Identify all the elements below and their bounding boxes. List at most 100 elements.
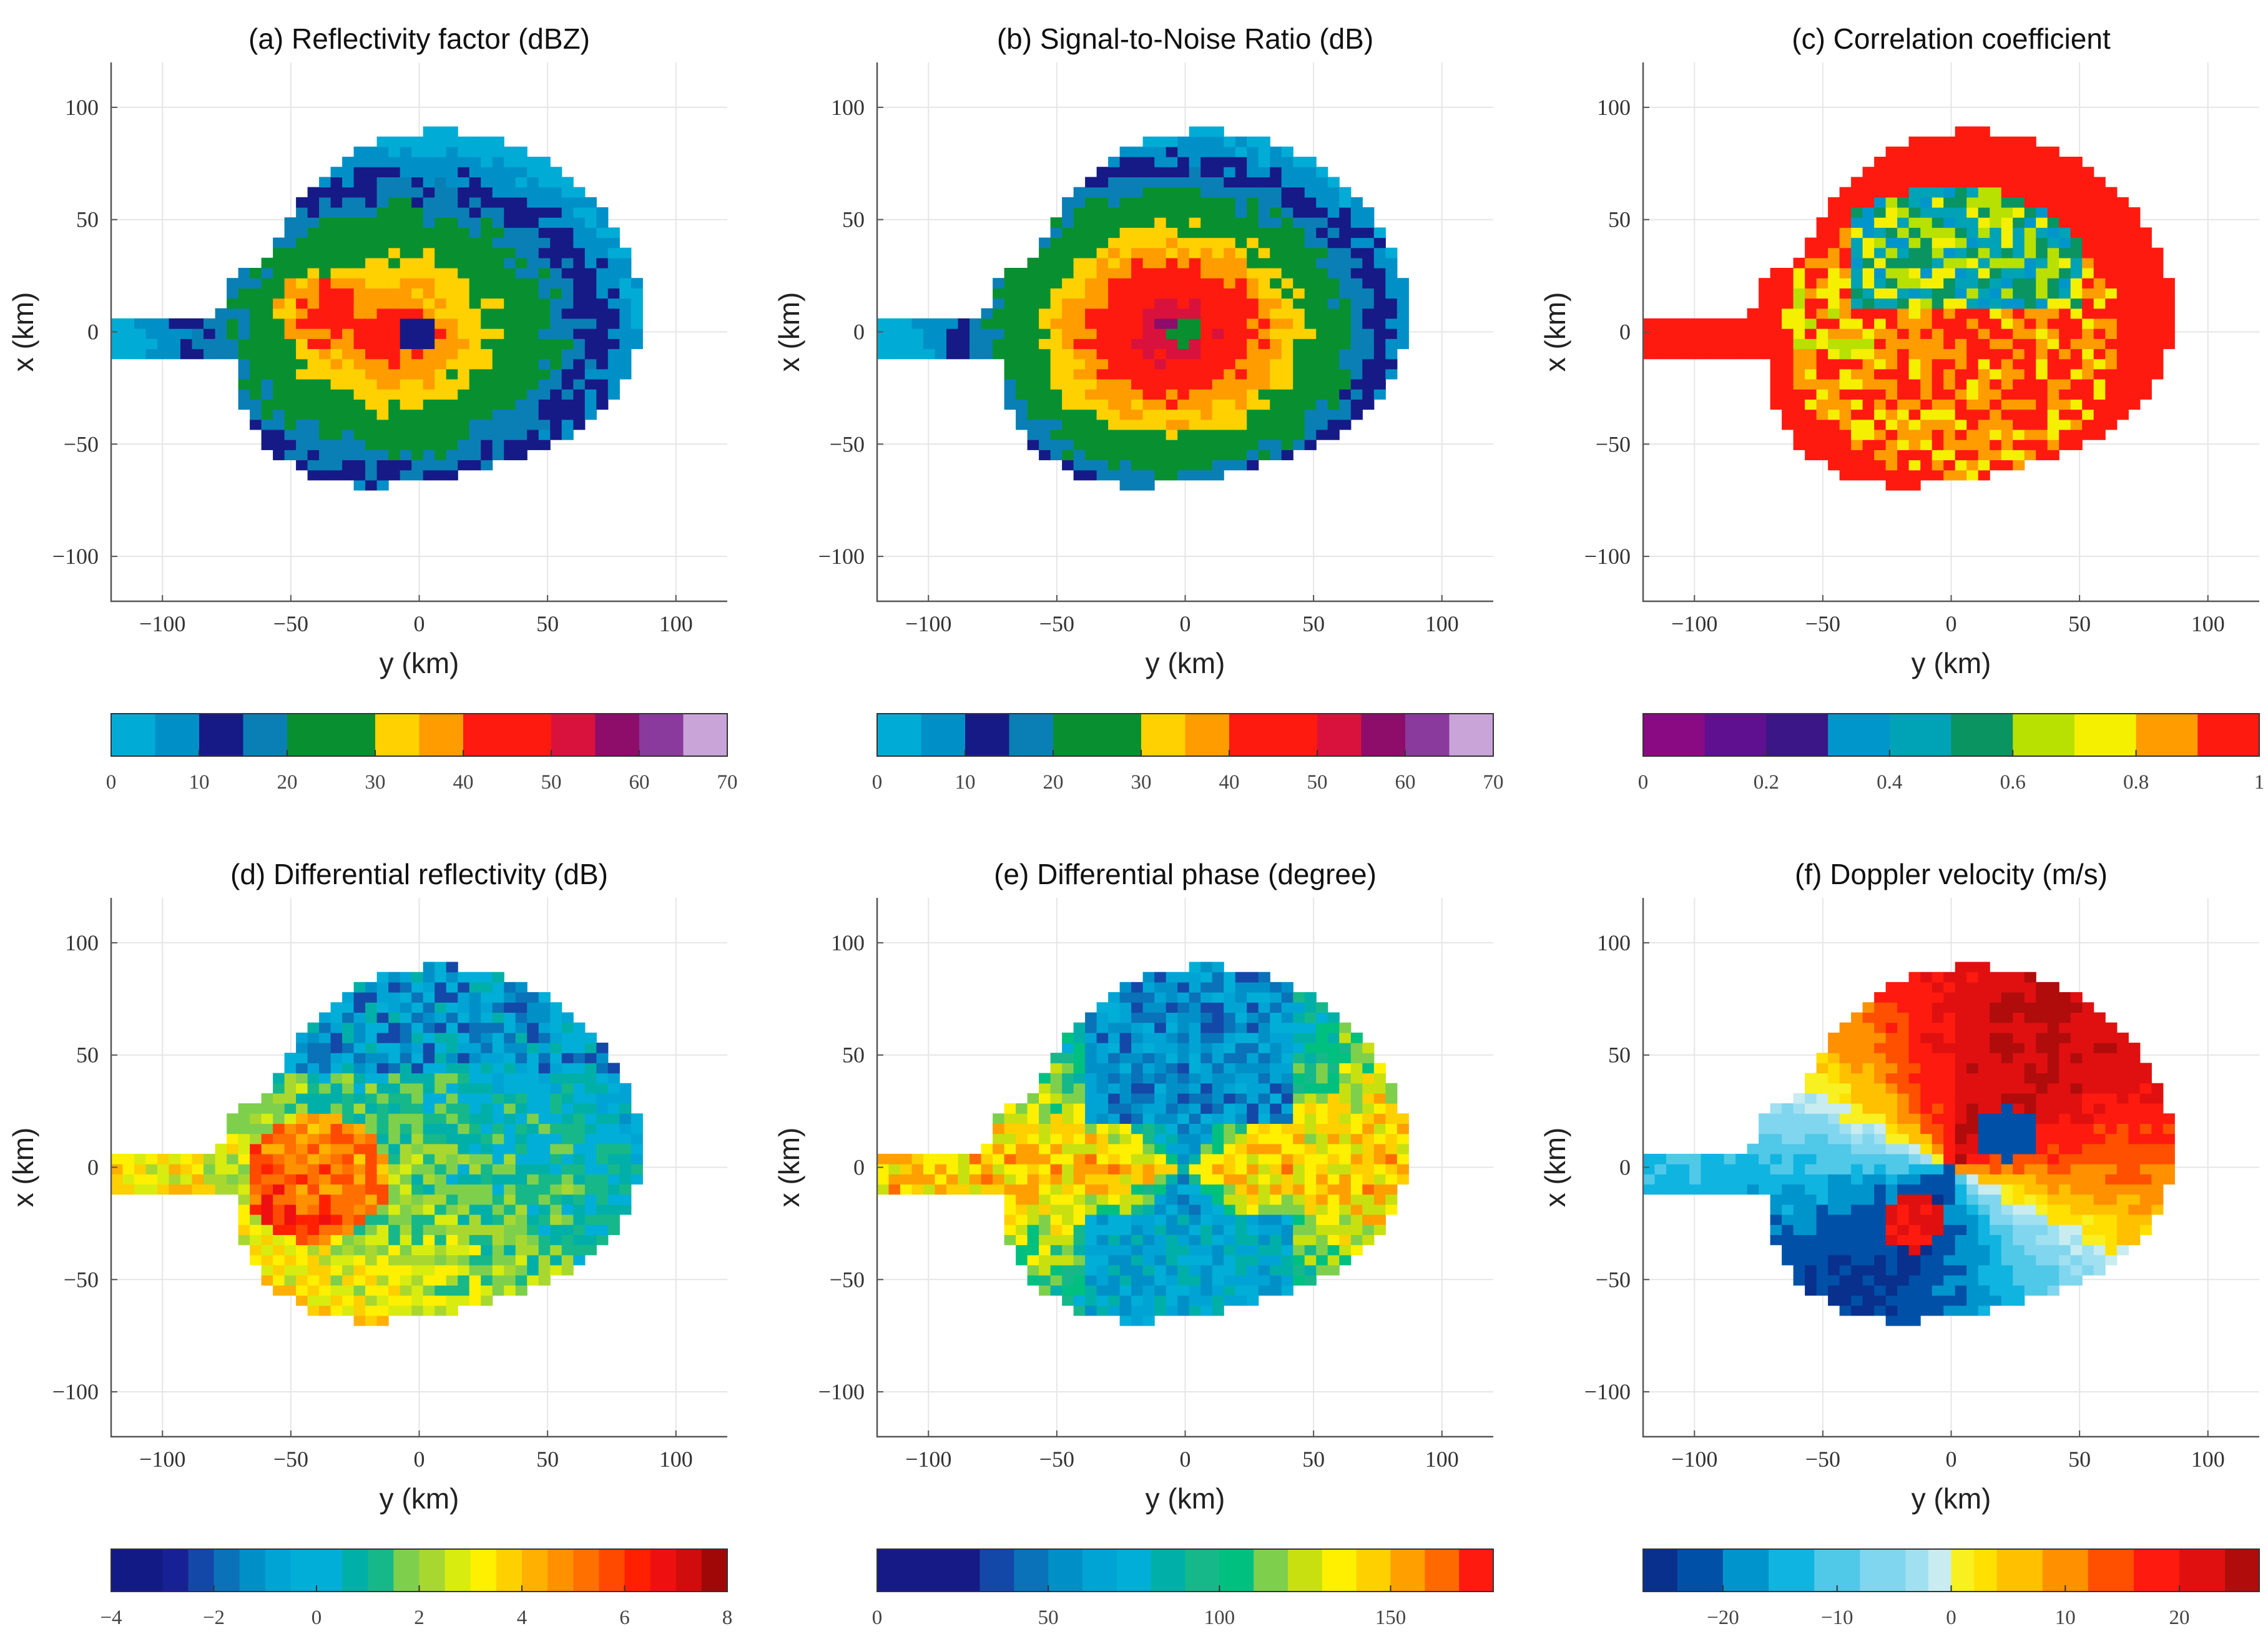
- heatmap-cell: [493, 157, 504, 167]
- heatmap-cell: [469, 318, 481, 329]
- heatmap-cell: [377, 278, 389, 288]
- heatmap-cell: [1259, 207, 1270, 218]
- heatmap-cell: [2117, 369, 2129, 380]
- heatmap-cell: [1004, 1174, 1016, 1184]
- heatmap-cell: [1154, 308, 1166, 319]
- heatmap-cell: [1177, 1043, 1189, 1053]
- heatmap-cell: [1828, 338, 1840, 349]
- heatmap-cell: [377, 1134, 389, 1144]
- heatmap-cell: [2071, 167, 2083, 177]
- heatmap-cell: [1200, 450, 1212, 460]
- heatmap-cell: [1097, 1083, 1109, 1094]
- heatmap-cell: [1886, 258, 1898, 268]
- heatmap-cell: [469, 197, 481, 208]
- heatmap-cell: [2082, 430, 2094, 440]
- heatmap-cell: [388, 410, 400, 420]
- heatmap-cell: [573, 1033, 585, 1043]
- heatmap-cell: [1316, 177, 1328, 187]
- heatmap-cell: [458, 1043, 469, 1053]
- heatmap-cell: [2036, 399, 2048, 410]
- heatmap-cell: [573, 1103, 585, 1114]
- heatmap-cell: [458, 258, 469, 268]
- heatmap-cell: [411, 1224, 423, 1235]
- heatmap-cell: [1085, 1123, 1097, 1134]
- heatmap-cell: [516, 1194, 528, 1205]
- heatmap-cell: [619, 1174, 631, 1184]
- heatmap-cell: [1108, 1265, 1120, 1276]
- heatmap-cell: [539, 1002, 551, 1013]
- heatmap-cell: [458, 1053, 469, 1063]
- heatmap-cell: [527, 440, 539, 450]
- heatmap-cell: [434, 197, 446, 208]
- heatmap-cell: [319, 238, 331, 249]
- heatmap-cell: [2001, 338, 2013, 349]
- heatmap-cell: [1131, 1316, 1143, 1326]
- heatmap-cell: [1770, 328, 1782, 339]
- heatmap-cell: [215, 308, 227, 319]
- heatmap-cell: [2059, 167, 2071, 177]
- heatmap-cell: [1004, 1214, 1016, 1225]
- heatmap-cell: [262, 1103, 273, 1114]
- heatmap-cell: [434, 217, 446, 228]
- heatmap-cell: [481, 1144, 493, 1154]
- heatmap-cell: [1166, 369, 1178, 380]
- heatmap-cell: [446, 217, 458, 228]
- heatmap-cell: [2025, 238, 2036, 249]
- heatmap-cell: [493, 288, 504, 298]
- heatmap-cell: [481, 430, 493, 440]
- heatmap-cell: [539, 1174, 551, 1184]
- heatmap-cell: [1351, 207, 1363, 218]
- heatmap-cell: [1177, 207, 1189, 218]
- heatmap-cell: [1212, 1194, 1224, 1205]
- heatmap-cell: [469, 420, 481, 430]
- heatmap-cell: [1177, 298, 1189, 309]
- heatmap-cell: [1212, 1164, 1224, 1174]
- heatmap-cell: [539, 227, 551, 238]
- heatmap-cell: [308, 1204, 320, 1215]
- heatmap-cell: [2001, 399, 2013, 410]
- heatmap-cell: [400, 318, 412, 329]
- heatmap-cell: [2013, 157, 2025, 167]
- heatmap-cell: [1120, 1144, 1132, 1154]
- heatmap-cell: [2036, 147, 2048, 157]
- heatmap-cell: [1897, 440, 1909, 450]
- heatmap-cell: [388, 399, 400, 410]
- heatmap-cell: [1328, 177, 1340, 187]
- heatmap-cell: [619, 1134, 631, 1144]
- heatmap-cell: [539, 1245, 551, 1256]
- heatmap-cell: [1120, 1103, 1132, 1114]
- heatmap-cell: [1909, 197, 1921, 208]
- heatmap-cell: [469, 1002, 481, 1013]
- heatmap-cell: [2013, 399, 2025, 410]
- heatmap-cell: [493, 1012, 504, 1023]
- heatmap-cell: [527, 197, 539, 208]
- heatmap-cell: [1840, 460, 1852, 471]
- heatmap-cell: [1897, 227, 1909, 238]
- heatmap-cell: [1351, 197, 1363, 208]
- heatmap-cell: [1177, 410, 1189, 420]
- heatmap-cell: [550, 197, 562, 208]
- heatmap-cell: [2082, 207, 2094, 218]
- heatmap-cell: [573, 328, 585, 339]
- heatmap-cell: [1177, 268, 1189, 278]
- heatmap-cell: [1955, 278, 1967, 288]
- heatmap-cell: [550, 1214, 562, 1225]
- heatmap-cell: [1189, 440, 1201, 450]
- heatmap-cell: [180, 1154, 192, 1164]
- heatmap-cell: [365, 258, 377, 268]
- heatmap-cell: [342, 238, 354, 249]
- heatmap-cell: [1863, 288, 1875, 298]
- heatmap-cell: [411, 1214, 423, 1225]
- heatmap-cell: [1120, 430, 1132, 440]
- heatmap-cell: [458, 1023, 469, 1033]
- heatmap-cell: [400, 1306, 412, 1316]
- heatmap-cell: [1085, 1063, 1097, 1073]
- heatmap-cell: [342, 1012, 354, 1023]
- heatmap-cell: [504, 338, 516, 349]
- heatmap-cell: [111, 328, 123, 339]
- heatmap-cell: [354, 369, 366, 380]
- heatmap-cell: [1131, 1245, 1143, 1256]
- heatmap-cell: [585, 1063, 597, 1073]
- heatmap-cell: [504, 1265, 516, 1276]
- heatmap-cell: [1932, 147, 1944, 157]
